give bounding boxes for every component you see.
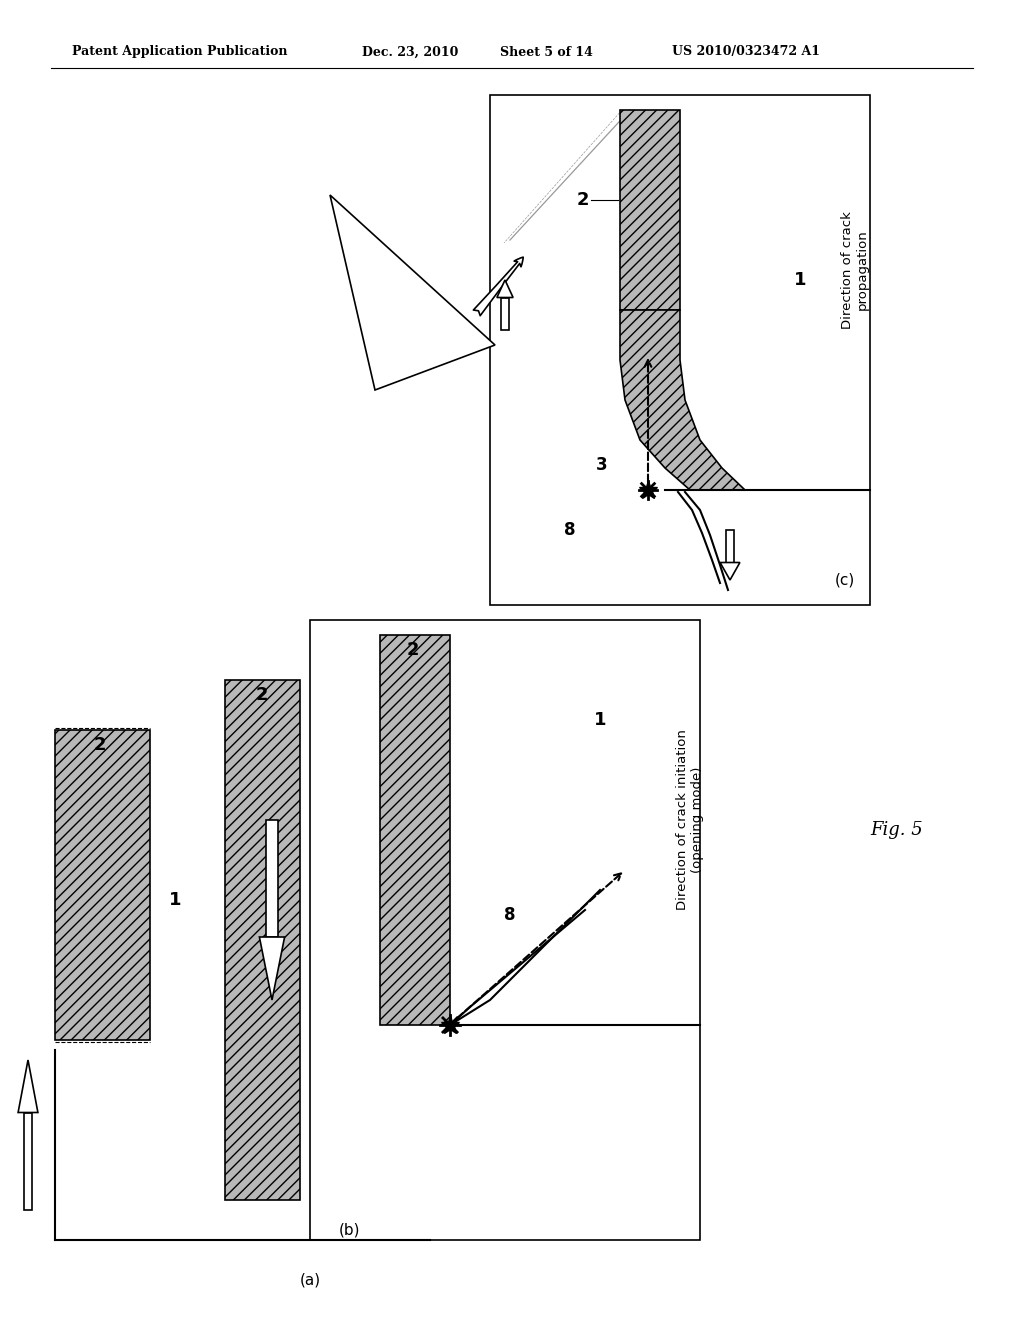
Bar xyxy=(726,531,734,562)
Polygon shape xyxy=(720,562,740,579)
Bar xyxy=(24,1113,33,1210)
Text: Direction of crack
propagation: Direction of crack propagation xyxy=(841,211,869,329)
Text: Dec. 23, 2010: Dec. 23, 2010 xyxy=(362,45,459,58)
Bar xyxy=(310,620,700,1239)
Text: Sheet 5 of 14: Sheet 5 of 14 xyxy=(500,45,593,58)
Text: Patent Application Publication: Patent Application Publication xyxy=(72,45,288,58)
Polygon shape xyxy=(497,280,513,297)
Text: 8: 8 xyxy=(504,906,516,924)
Text: Fig. 5: Fig. 5 xyxy=(870,821,923,840)
Text: (c): (c) xyxy=(835,573,855,587)
Text: (b): (b) xyxy=(339,1222,360,1238)
Bar xyxy=(490,95,870,605)
Polygon shape xyxy=(330,195,495,389)
Text: 1: 1 xyxy=(169,891,181,909)
Text: Direction of crack initiation
(opening mode): Direction of crack initiation (opening m… xyxy=(676,730,705,911)
Text: 2: 2 xyxy=(577,191,589,209)
Bar xyxy=(225,680,300,1200)
Polygon shape xyxy=(18,1060,38,1113)
Polygon shape xyxy=(259,937,285,1001)
Bar xyxy=(380,635,450,1026)
Bar xyxy=(502,297,509,330)
Text: 3: 3 xyxy=(596,455,608,474)
Text: 2: 2 xyxy=(407,642,419,659)
Text: 2: 2 xyxy=(94,737,106,754)
Text: 1: 1 xyxy=(594,711,606,729)
Text: US 2010/0323472 A1: US 2010/0323472 A1 xyxy=(672,45,820,58)
Bar xyxy=(266,820,278,937)
Text: 8: 8 xyxy=(564,521,575,539)
Text: (a): (a) xyxy=(299,1272,321,1287)
Bar xyxy=(55,730,150,1040)
Text: 1: 1 xyxy=(794,271,806,289)
Text: 2: 2 xyxy=(256,686,268,704)
Bar xyxy=(620,110,680,310)
PathPatch shape xyxy=(620,310,745,490)
